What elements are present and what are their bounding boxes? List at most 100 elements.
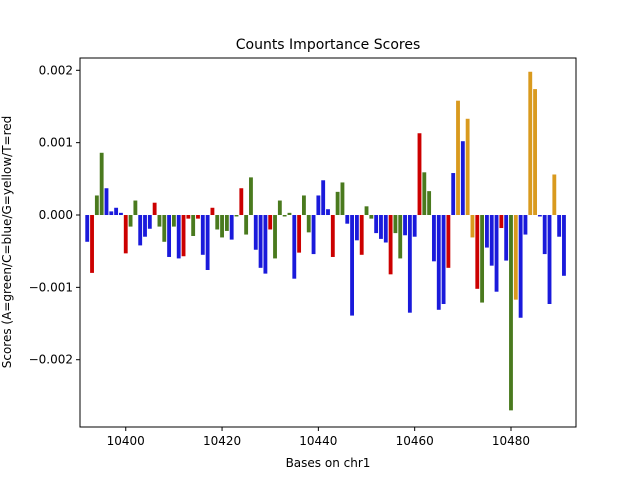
bar-10420: [220, 215, 224, 238]
bar-10411: [176, 215, 181, 259]
bar-10464: [432, 215, 436, 262]
bar-10441: [321, 180, 326, 216]
bar-10434: [287, 212, 292, 216]
bar-10491: [562, 215, 566, 276]
bar-10413: [186, 215, 191, 219]
bar-10457: [398, 215, 403, 259]
bar-10437: [302, 195, 306, 216]
bar-10401: [128, 215, 133, 227]
y-tick-label: 0.000: [39, 208, 73, 222]
bar-10454: [383, 215, 388, 243]
bar-10415: [196, 215, 200, 219]
y-axis-ticks: −0.002 −0.001 0.000 0.001 0.002: [29, 63, 80, 367]
bar-10424: [239, 188, 244, 216]
bar-10488: [547, 215, 552, 304]
chart-title: Counts Importance Scores: [236, 37, 421, 53]
bar-10398: [114, 207, 119, 216]
bar-10425: [244, 215, 249, 235]
bar-10439: [311, 215, 316, 255]
bar-10418: [210, 207, 215, 216]
y-tick-label: 0.002: [39, 63, 73, 77]
bar-10438: [306, 215, 311, 233]
bar-10410: [171, 215, 176, 227]
bar-10489: [552, 174, 557, 216]
bar-10463: [427, 191, 432, 216]
bar-10479: [504, 215, 509, 261]
bar-10450: [364, 206, 369, 215]
x-axis-ticks: 10400 10420 10440 10460 10480: [107, 427, 530, 448]
bar-10442: [326, 209, 330, 216]
bar-10395: [99, 152, 104, 215]
bar-10393: [90, 215, 94, 273]
bar-10417: [205, 215, 210, 270]
x-tick-label: 10460: [396, 434, 434, 448]
bar-10480: [509, 215, 513, 411]
y-axis-label: Scores (A=green/C=blue/G=yellow/T=red: [0, 116, 14, 369]
bar-10487: [542, 215, 547, 255]
bar-10486: [537, 215, 542, 217]
bar-10399: [119, 212, 123, 216]
bar-10460: [412, 215, 417, 237]
bar-10435: [292, 215, 297, 279]
bar-10414: [191, 215, 196, 236]
bar-10423: [234, 215, 239, 217]
bar-10465: [436, 215, 441, 310]
bar-10452: [374, 215, 379, 234]
bar-10428: [258, 215, 263, 268]
x-axis-label: Bases on chr1: [286, 456, 371, 470]
plot-frame: [79, 57, 577, 428]
bar-10440: [316, 195, 321, 216]
bar-10431: [273, 215, 277, 259]
bar-10477: [494, 215, 499, 292]
bar-10453: [379, 215, 383, 239]
bar-10430: [268, 215, 273, 230]
bar-10459: [407, 215, 412, 313]
bar-10443: [330, 215, 335, 257]
bar-10422: [229, 215, 234, 240]
bar-10419: [215, 215, 220, 230]
bar-10405: [147, 215, 152, 229]
bar-10426: [249, 177, 253, 215]
bar-10472: [470, 215, 475, 238]
x-tick-label: 10420: [203, 434, 241, 448]
bar-10416: [200, 215, 205, 255]
bar-10490: [557, 215, 562, 237]
bar-10396: [104, 188, 109, 216]
bar-10448: [354, 215, 359, 241]
bar-10392: [85, 215, 90, 242]
bar-10433: [282, 215, 287, 217]
bar-10427: [253, 215, 258, 250]
bar-10481: [513, 215, 518, 300]
bar-10412: [181, 215, 186, 257]
bar-group: [85, 71, 566, 411]
bar-10474: [480, 215, 485, 303]
bar-10409: [167, 215, 172, 257]
bar-10466: [441, 215, 446, 304]
x-tick-label: 10400: [107, 434, 145, 448]
y-tick-label: 0.001: [39, 136, 73, 150]
y-tick-label: −0.001: [29, 280, 73, 294]
bar-10400: [123, 215, 128, 254]
bar-10456: [393, 215, 398, 234]
bar-10451: [369, 215, 374, 219]
bar-10445: [340, 182, 345, 216]
bar-10455: [388, 215, 393, 275]
bar-10436: [297, 215, 302, 253]
bar-10485: [533, 89, 537, 215]
bar-10461: [417, 133, 422, 216]
bar-10432: [277, 200, 282, 216]
bar-10421: [224, 215, 229, 231]
bar-10449: [359, 215, 364, 255]
bar-10475: [484, 215, 489, 248]
bar-10476: [489, 215, 494, 266]
bar-10444: [335, 191, 340, 215]
bar-10402: [133, 200, 138, 216]
bar-10446: [345, 215, 350, 224]
bar-10403: [138, 215, 143, 246]
bar-10408: [162, 215, 167, 242]
bar-10407: [157, 215, 162, 227]
y-tick-label: −0.002: [29, 353, 73, 367]
x-tick-label: 10480: [492, 434, 530, 448]
bar-10470: [460, 141, 465, 216]
